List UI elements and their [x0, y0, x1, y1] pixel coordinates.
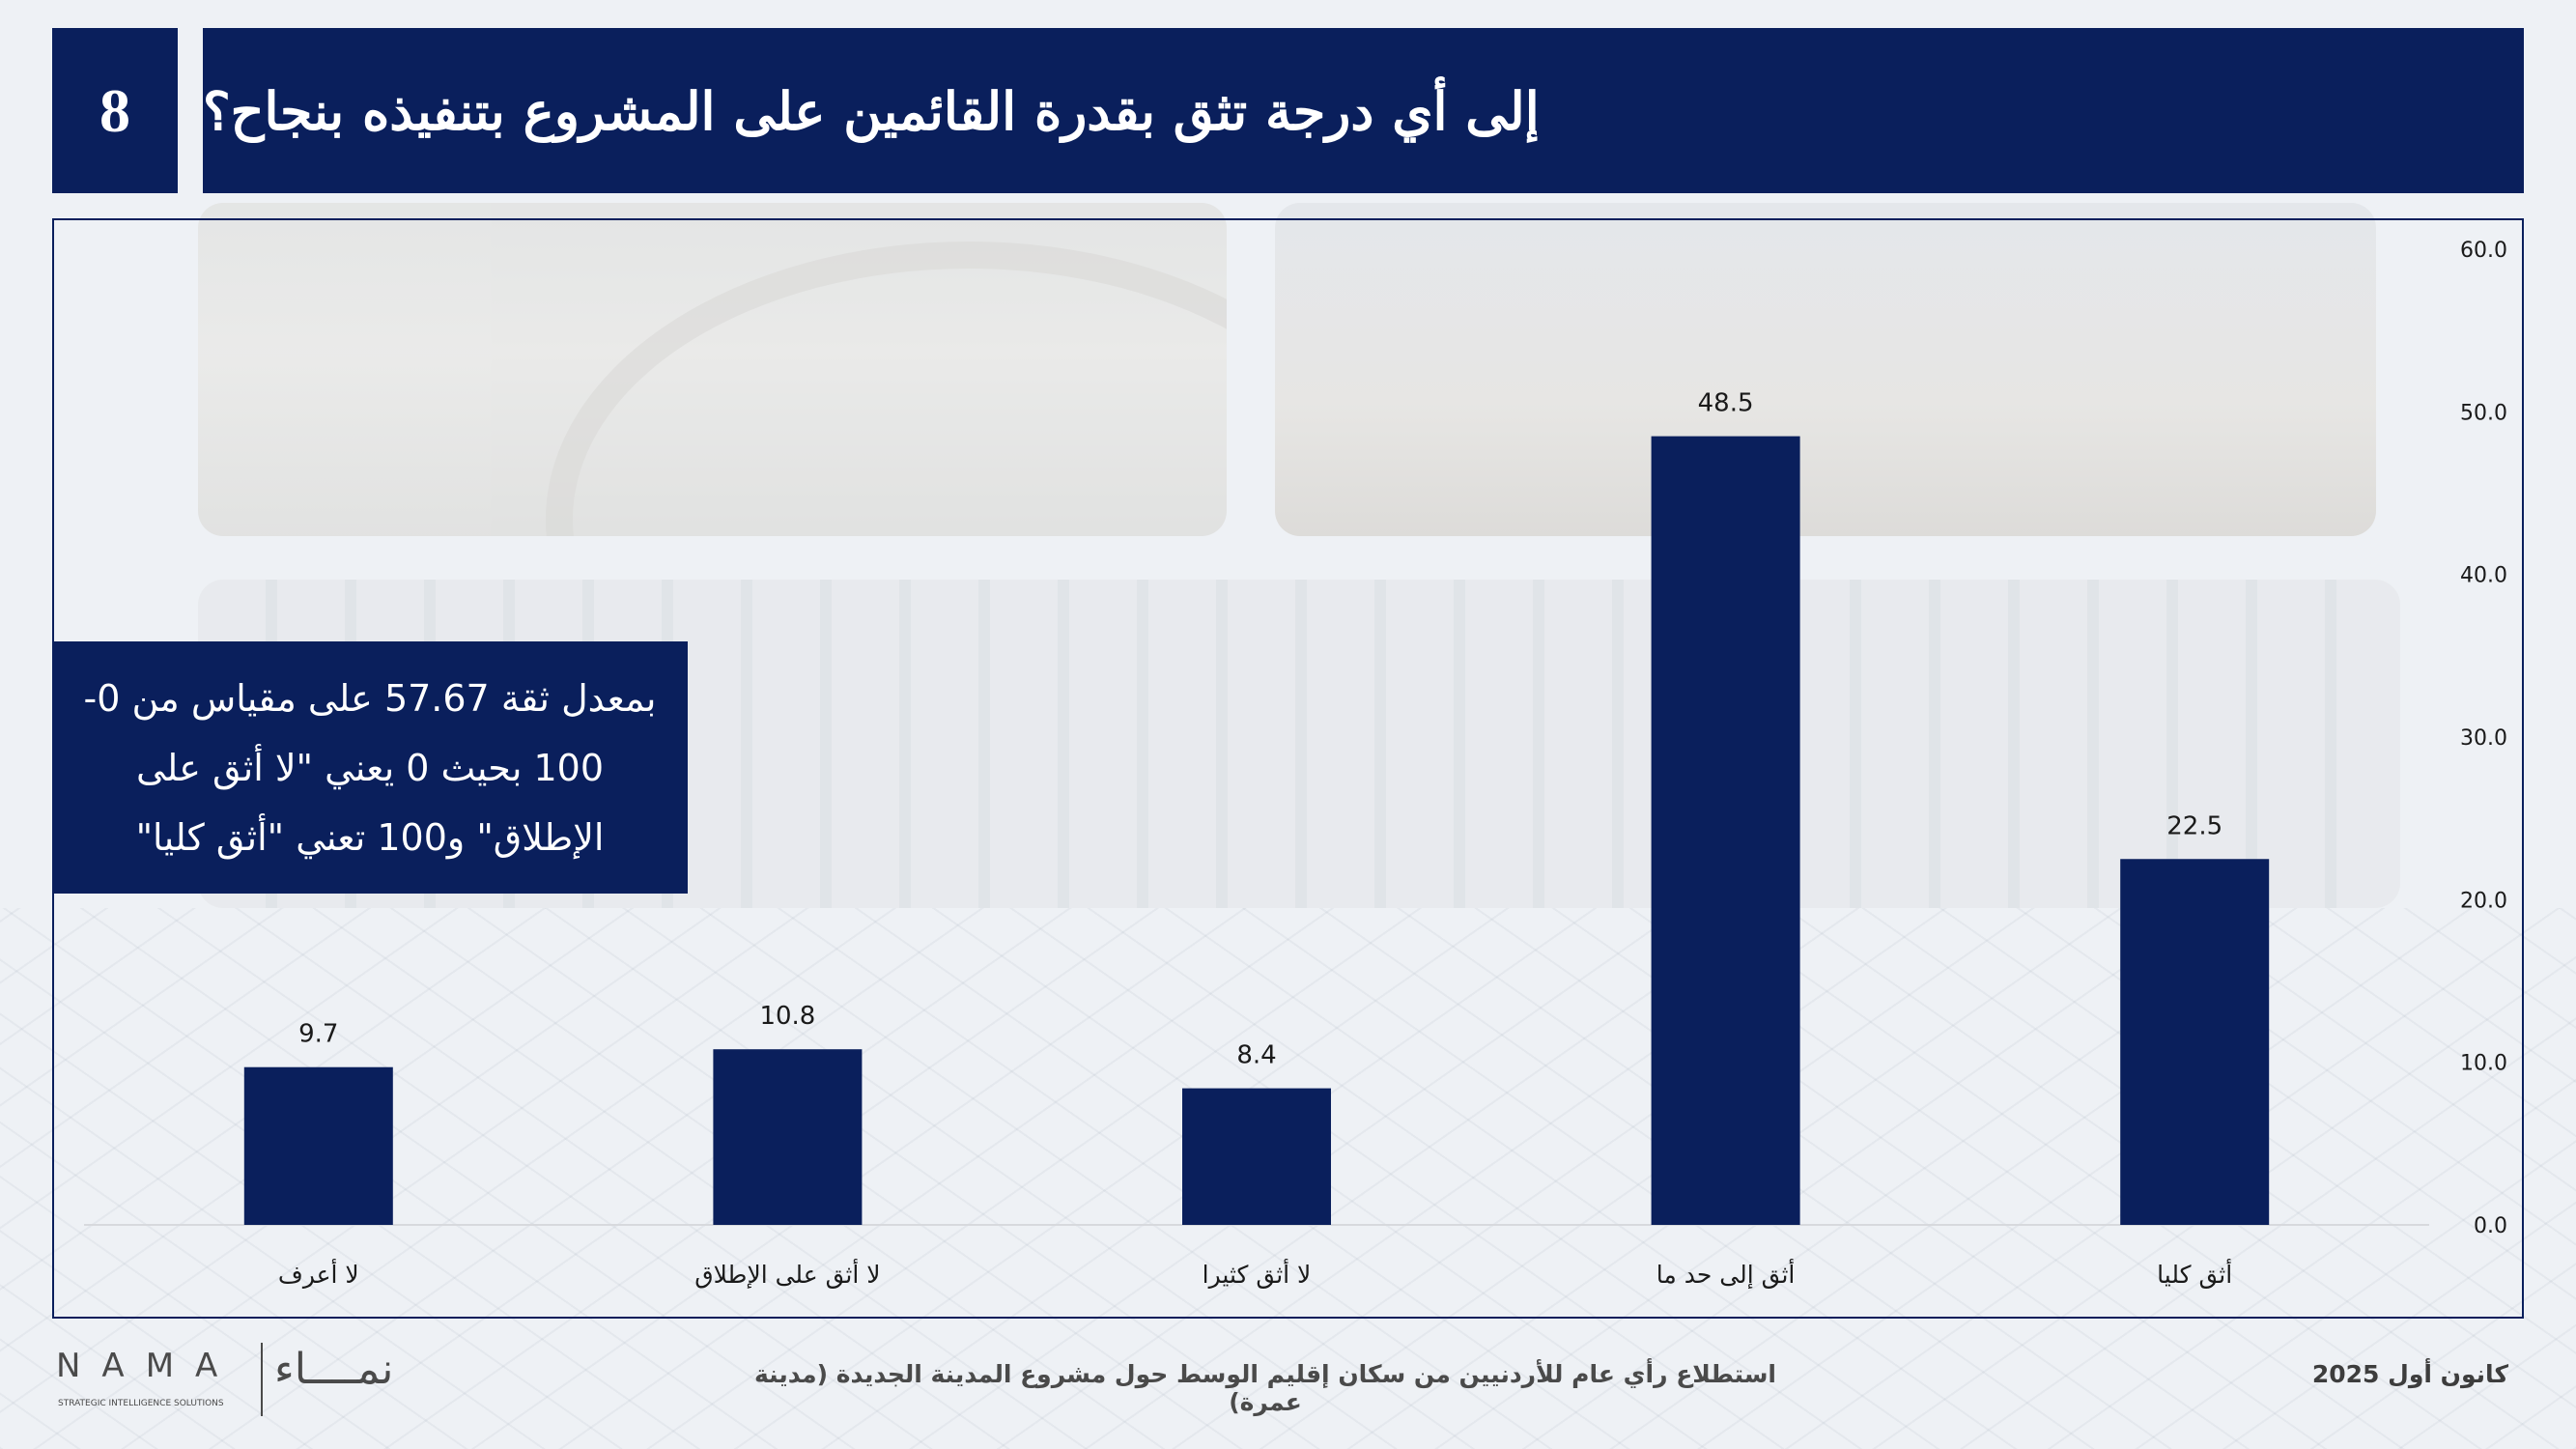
x-category-label: لا أعرف — [278, 1258, 359, 1289]
logo-latin-text: NAMA — [56, 1347, 240, 1385]
footer-date: كانون أول 2025 — [2311, 1360, 2508, 1388]
y-tick-label: 20.0 — [2460, 889, 2507, 913]
data-label: 10.8 — [759, 1002, 815, 1031]
x-category-label: لا أثق على الإطلاق — [694, 1258, 880, 1289]
x-category-label: أثق كليا — [2157, 1258, 2232, 1289]
slide-number-badge: 8 — [52, 28, 178, 193]
x-category-label: أثق إلى حد ما — [1656, 1258, 1796, 1290]
bar — [243, 1066, 393, 1225]
data-label: 8.4 — [1236, 1041, 1276, 1070]
background-photo-amusement-park — [1275, 203, 2376, 536]
callout-text: بمعدل ثقة 57.67 على مقياس من 0-100 بحيث … — [83, 676, 657, 859]
logo-arabic-text: نمــــاء — [274, 1345, 394, 1394]
y-tick-label: 30.0 — [2460, 726, 2507, 751]
bar — [713, 1049, 863, 1225]
y-tick-label: 50.0 — [2460, 401, 2507, 425]
slide-title: إلى أي درجة تثق بقدرة القائمين على المشر… — [203, 79, 1540, 142]
data-label: 22.5 — [2166, 811, 2222, 840]
y-tick-label: 0.0 — [2474, 1214, 2507, 1238]
data-label: 9.7 — [298, 1020, 338, 1049]
y-tick-label: 10.0 — [2460, 1052, 2507, 1076]
logo-divider — [261, 1343, 263, 1416]
logo-tagline: STRATEGIC INTELLIGENCE SOLUTIONS — [58, 1399, 224, 1408]
bar — [1182, 1088, 1331, 1225]
bar — [2120, 859, 2270, 1225]
x-category-label: لا أثق كثيرا — [1203, 1258, 1312, 1289]
data-label: 48.5 — [1698, 389, 1754, 418]
y-tick-label: 60.0 — [2460, 239, 2507, 263]
average-trust-callout: بمعدل ثقة 57.67 على مقياس من 0-100 بحيث … — [52, 641, 688, 894]
title-banner: إلى أي درجة تثق بقدرة القائمين على المشر… — [203, 28, 2524, 193]
background-photo-dome — [198, 203, 1227, 536]
footer-caption: استطلاع رأي عام للأردنيين من سكان إقليم … — [753, 1360, 1776, 1416]
nama-logo: NAMA STRATEGIC INTELLIGENCE SOLUTIONS نم… — [56, 1339, 481, 1422]
y-tick-label: 40.0 — [2460, 564, 2507, 588]
bar — [1651, 436, 1800, 1225]
slide-number: 8 — [99, 75, 130, 145]
